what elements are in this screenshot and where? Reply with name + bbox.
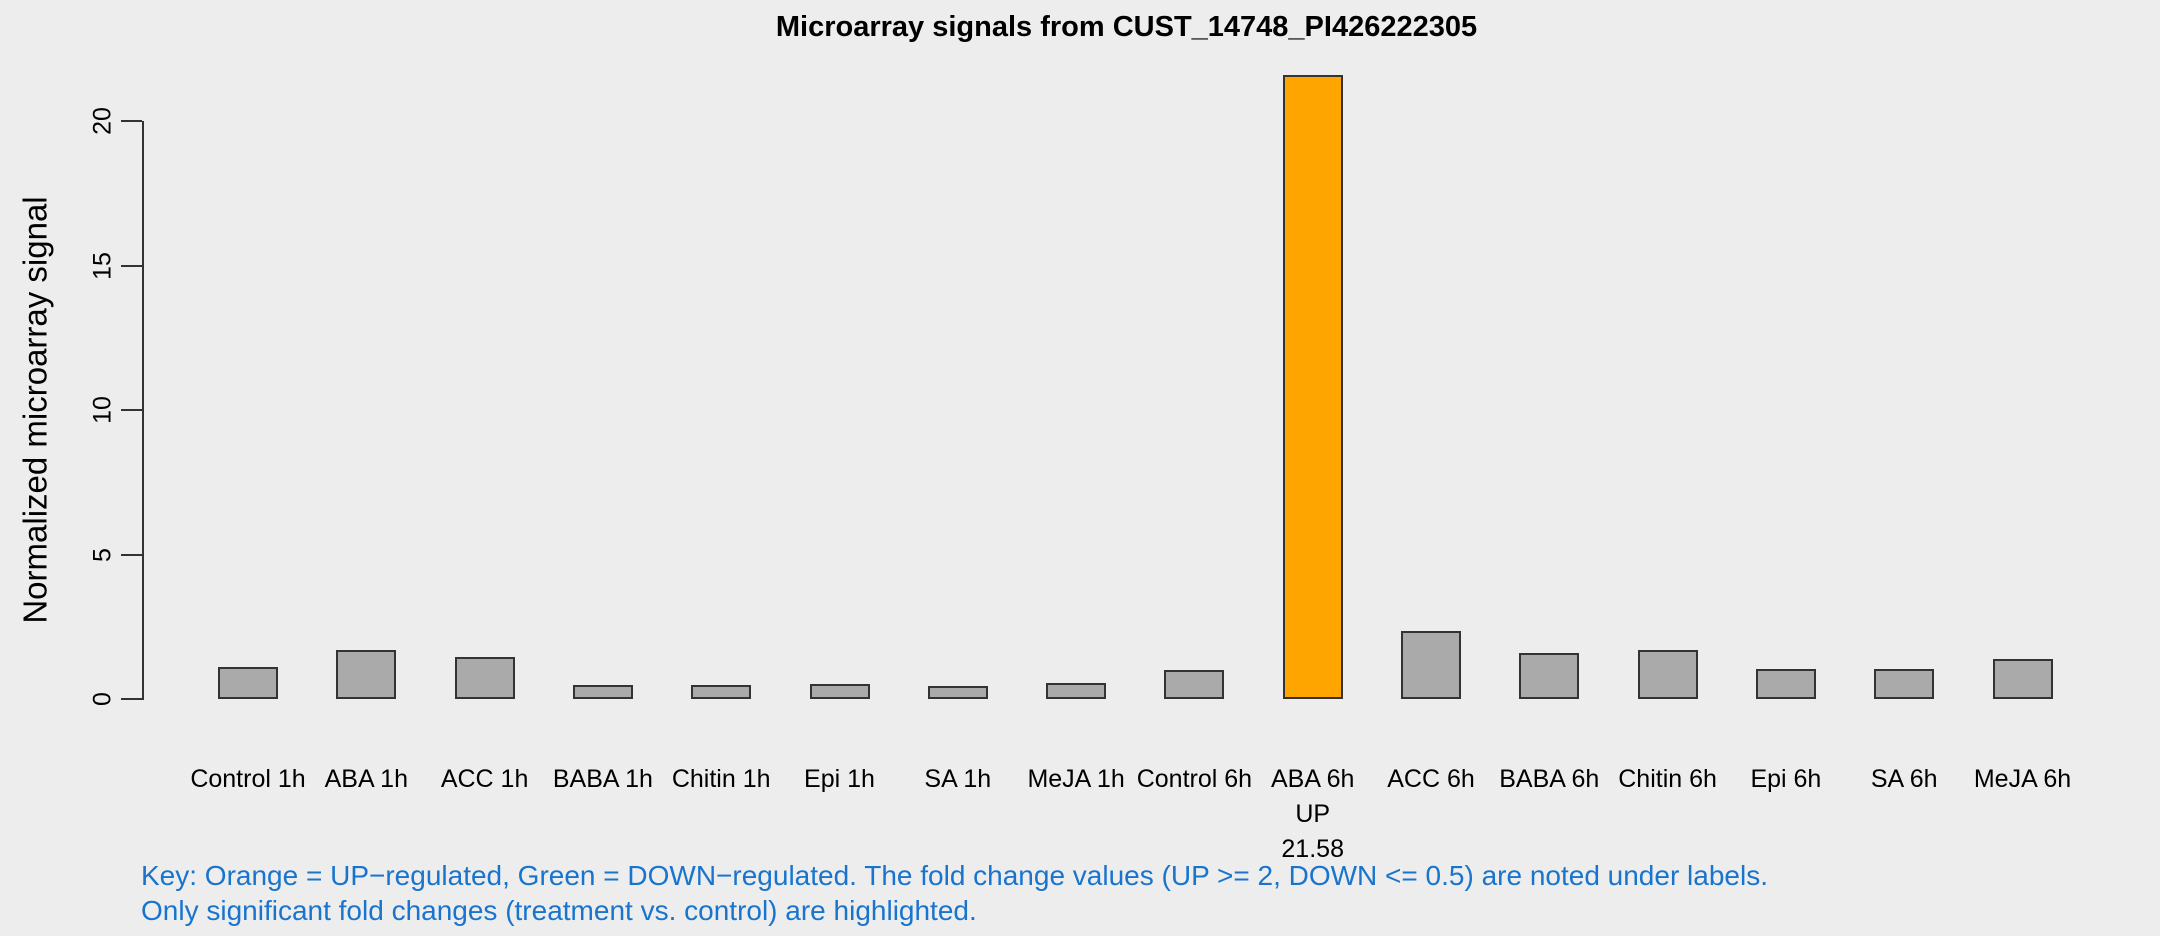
- bar-category-label: Control 1h: [190, 765, 306, 793]
- y-axis-line: [142, 121, 144, 700]
- bar-category-label: ABA 1h: [324, 765, 408, 793]
- y-tick: [121, 409, 142, 411]
- bar-label: Control 6h: [1124, 762, 1264, 797]
- y-tick: [121, 553, 142, 556]
- y-axis-title: Normalized microarray signal: [17, 196, 55, 624]
- bar-baba-6h: [1519, 653, 1580, 699]
- bar-category-label: SA 1h: [924, 765, 992, 793]
- bar-control-6h: [1164, 670, 1225, 699]
- bar-category-label: ABA 6h: [1270, 765, 1355, 793]
- y-tick: [121, 264, 142, 267]
- y-tick: [121, 120, 142, 122]
- key-line-2: Only significant fold changes (treatment…: [141, 895, 977, 926]
- bar-label: MeJA 1h: [1006, 762, 1146, 797]
- bar-category-label: BABA 1h: [552, 765, 653, 793]
- bar-label: ACC 1h: [415, 762, 555, 797]
- bar-label: Chitin 6h: [1598, 762, 1738, 797]
- bar-meja-6h: [1992, 659, 2053, 699]
- bar-category-label: SA 6h: [1870, 765, 1938, 793]
- bar-label: ABA 6h UP 21.58: [1243, 762, 1383, 867]
- bar-meja-1h: [1046, 683, 1107, 699]
- bar-label: SA 1h: [888, 762, 1028, 797]
- bar-label: Chitin 1h: [651, 762, 791, 797]
- bar-chitin-6h: [1637, 650, 1698, 699]
- bar-category-label: MeJA 1h: [1027, 765, 1125, 793]
- bar-label: MeJA 6h: [1953, 762, 2093, 797]
- bar-label: SA 6h: [1834, 762, 1974, 797]
- bar-control-1h: [218, 667, 278, 699]
- key-line-1: Key: Orange = UP−regulated, Green = DOWN…: [141, 860, 1768, 891]
- bar-category-label: Control 6h: [1136, 765, 1253, 793]
- bar-label: ACC 6h: [1361, 762, 1501, 797]
- bar-category-label: Chitin 6h: [1618, 765, 1717, 793]
- bar-label: BABA 1h: [533, 762, 673, 797]
- y-tick: [121, 698, 142, 700]
- y-axis-title-wrap: Normalized microarray signal: [0, 121, 72, 699]
- bar-category-label: BABA 6h: [1499, 765, 1600, 793]
- bar-category-label: MeJA 6h: [1973, 765, 2072, 793]
- bar-label: ABA 1h: [296, 762, 436, 797]
- bar-aba-6h: [1282, 75, 1343, 699]
- y-tick-label: 5: [88, 547, 117, 562]
- bar-status-label: UP: [1295, 800, 1331, 828]
- bar-acc-6h: [1401, 631, 1461, 699]
- bar-epi-6h: [1755, 669, 1816, 699]
- chart-title: Microarray signals from CUST_14748_PI426…: [775, 11, 1478, 43]
- bar-label: BABA 6h: [1479, 762, 1619, 797]
- bar-category-label: ACC 6h: [1387, 765, 1475, 793]
- bar-sa-6h: [1874, 669, 1935, 699]
- bar-category-label: Epi 1h: [804, 765, 875, 793]
- bar-category-label: ACC 1h: [440, 765, 529, 793]
- bar-sa-1h: [927, 686, 988, 699]
- bar-epi-1h: [809, 684, 870, 699]
- bar-aba-1h: [336, 650, 397, 699]
- bar-category-label: Epi 6h: [1750, 765, 1822, 793]
- bar-category-label: Chitin 1h: [671, 765, 771, 793]
- y-tick-label: 20: [88, 107, 117, 135]
- bar-label: Epi 6h: [1716, 762, 1856, 797]
- bar-fold-change: 21.58: [1281, 835, 1344, 863]
- key-note: Key: Orange = UP−regulated, Green = DOWN…: [141, 858, 1768, 928]
- y-tick-label: 0: [88, 692, 117, 706]
- bar-baba-1h: [572, 685, 633, 699]
- bar-label: Epi 1h: [770, 762, 910, 797]
- bar-chitin-1h: [691, 685, 752, 699]
- bar-acc-1h: [454, 657, 515, 699]
- y-tick-label: 10: [88, 396, 117, 424]
- bar-label: Control 1h: [178, 762, 318, 797]
- y-tick-label: 15: [88, 251, 117, 280]
